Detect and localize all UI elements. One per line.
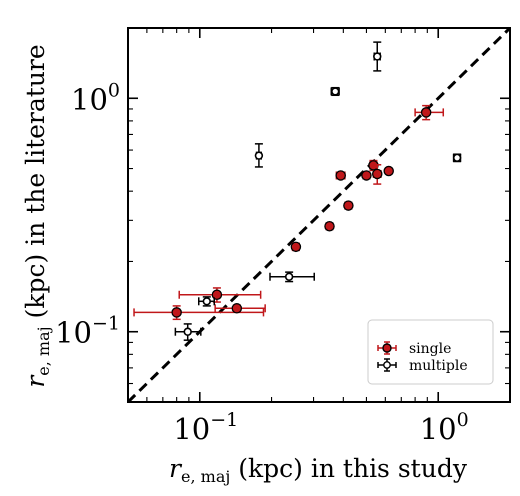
- multiple-marker: [202, 297, 211, 306]
- single-marker: [231, 303, 243, 314]
- x-tick-label-exponent: 0: [457, 409, 469, 431]
- legend-box: [367, 319, 494, 385]
- multiple-point: [330, 86, 340, 97]
- multiple-marker: [254, 151, 264, 160]
- series-multiple: [174, 41, 462, 341]
- y-tick-label-base: 10: [71, 82, 108, 116]
- single-marker: [335, 170, 346, 181]
- plot-frame: [127, 27, 511, 403]
- single-point: [290, 241, 302, 253]
- single-marker: [290, 241, 302, 253]
- x-axis-label: re, maj (kpc) in this study: [169, 454, 468, 486]
- single-marker: [211, 289, 223, 301]
- single-point: [361, 170, 372, 181]
- y-tick-label-base: 10: [55, 316, 92, 350]
- multiple-point: [174, 323, 202, 341]
- legend-label: multiple: [409, 358, 468, 374]
- legend-entry-single: single: [377, 341, 451, 357]
- legend-single-marker: [382, 343, 392, 353]
- multiple-marker: [284, 272, 294, 281]
- x-tick-label-base: 10: [420, 412, 457, 446]
- single-point: [133, 305, 265, 321]
- y-tick-label-exponent: 0: [108, 79, 120, 101]
- multiple-marker: [373, 52, 382, 61]
- multiple-marker: [452, 153, 462, 162]
- series-single: [133, 104, 445, 321]
- x-tick-label-exponent: −1: [210, 409, 238, 431]
- single-marker: [371, 168, 383, 180]
- single-marker: [324, 221, 335, 232]
- legend-entry-multiple: multiple: [377, 358, 468, 374]
- single-point: [214, 303, 266, 314]
- legend-label: single: [409, 341, 451, 357]
- x-axis-label-text: [230, 454, 238, 483]
- single-marker: [171, 307, 182, 318]
- y-axis-label-symbol: r: [21, 374, 50, 388]
- single-point: [178, 287, 262, 303]
- x-axis-label-subscript: e, maj: [181, 467, 230, 486]
- legend-multiple-marker: [383, 361, 391, 369]
- x-tick-label-base: 10: [173, 412, 210, 446]
- x-tick-label: 10−1: [173, 409, 238, 446]
- single-point: [324, 221, 335, 232]
- single-point: [383, 165, 394, 177]
- multiple-point: [452, 153, 462, 163]
- y-axis-label-text: (kpc) in the literature: [21, 44, 50, 318]
- y-axis-label: re, maj (kpc) in the literature: [21, 44, 53, 387]
- single-marker: [343, 200, 354, 211]
- y-axis-label-subscript: e, maj: [34, 326, 53, 375]
- x-axis-label-symbol: r: [169, 454, 183, 483]
- multiple-point: [373, 41, 382, 72]
- multiple-marker: [183, 327, 192, 336]
- single-marker: [361, 170, 372, 181]
- multiple-point: [269, 271, 315, 283]
- multiple-point: [254, 143, 264, 168]
- y-tick-label-exponent: −1: [92, 313, 120, 335]
- multiple-point: [197, 296, 216, 307]
- multiple-marker: [331, 87, 340, 96]
- x-axis-label-text: (kpc) in this study: [238, 454, 468, 483]
- single-point: [414, 104, 445, 121]
- y-axis-label-text: [21, 318, 50, 326]
- y-tick-label: 10−1: [55, 313, 120, 350]
- x-tick-label: 100: [420, 409, 469, 446]
- y-tick-label: 100: [71, 79, 120, 116]
- data-points: [133, 41, 462, 341]
- single-marker: [383, 165, 394, 177]
- single-point: [343, 200, 354, 211]
- single-marker: [420, 107, 432, 118]
- single-point: [371, 164, 383, 185]
- single-point: [335, 170, 346, 181]
